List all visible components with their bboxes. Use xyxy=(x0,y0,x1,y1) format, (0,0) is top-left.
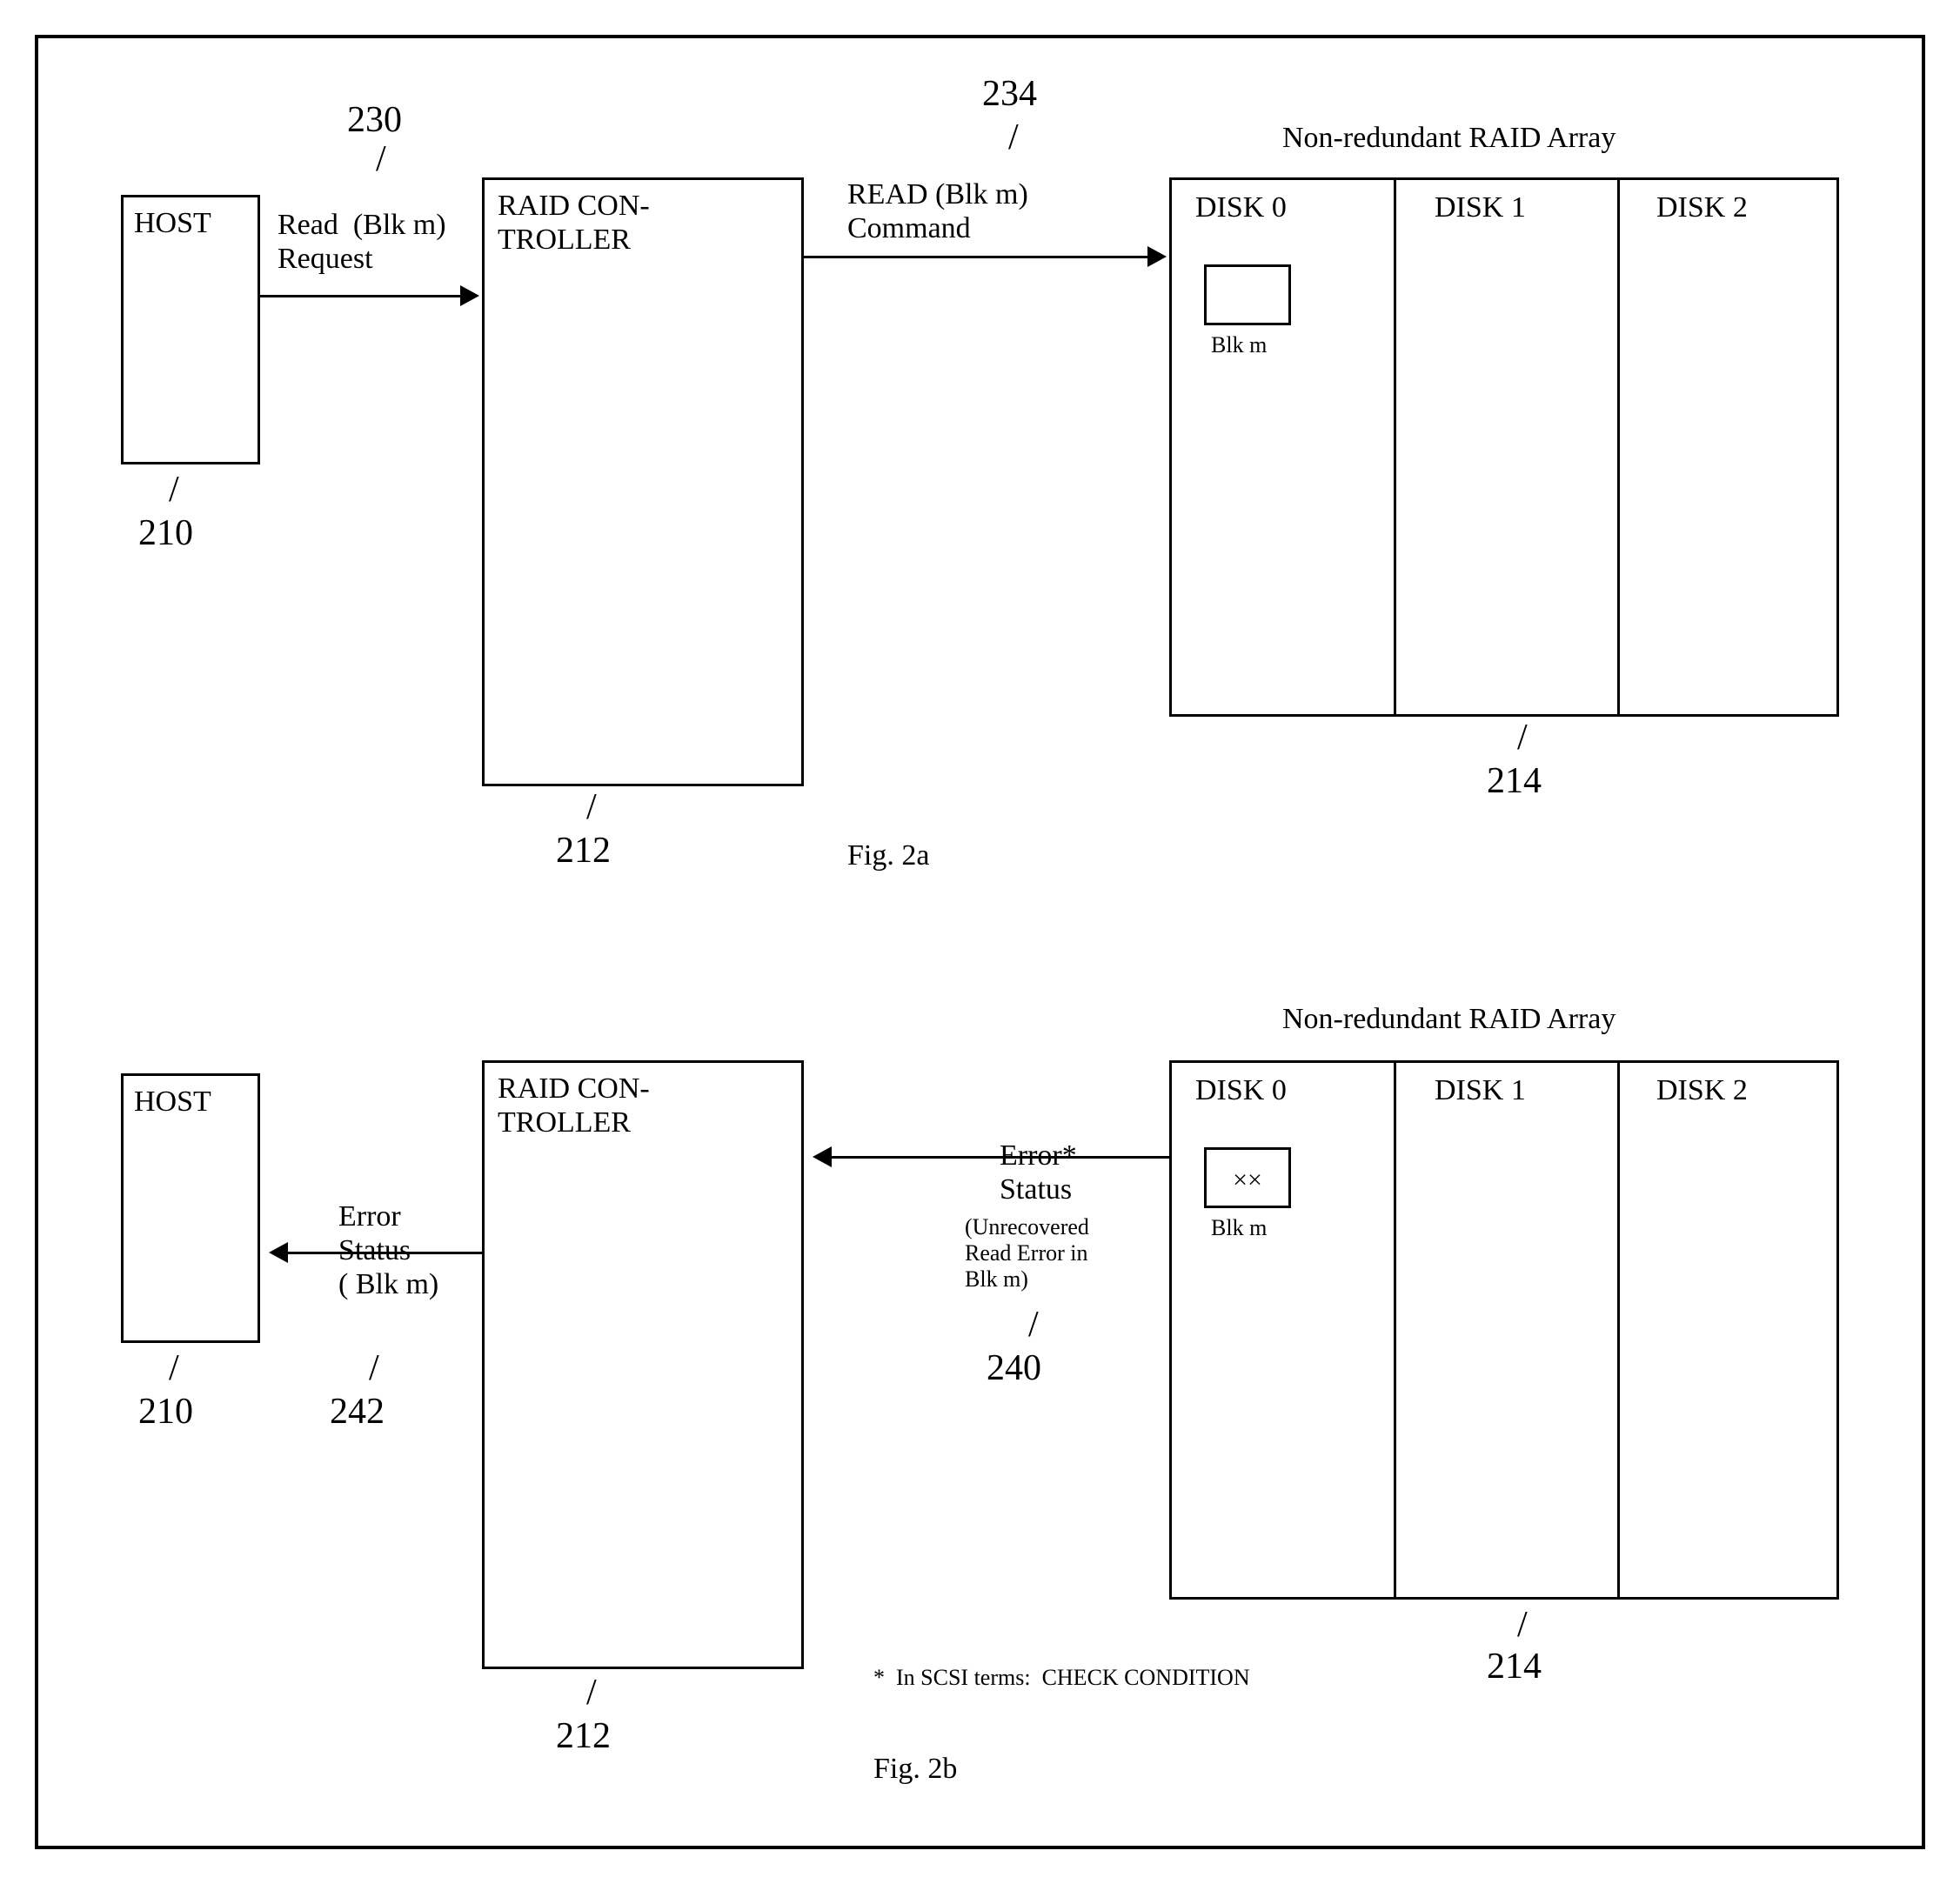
ref-210a: 210 xyxy=(138,512,193,554)
ref-240-tick: / xyxy=(1028,1304,1039,1346)
ref-230: 230 xyxy=(347,99,402,141)
disk2-b: DISK 2 xyxy=(1656,1073,1748,1107)
arrow-ch-label-b: Error Status ( Blk m) xyxy=(338,1199,438,1301)
ref-214a: 214 xyxy=(1487,760,1542,802)
ref-212b: 212 xyxy=(556,1715,611,1757)
ref-210a-tick: / xyxy=(169,469,179,511)
array-title-a: Non-redundant RAID Array xyxy=(1282,121,1615,155)
disk-sep-b-2 xyxy=(1617,1060,1620,1600)
disk-sep-a-1 xyxy=(1394,177,1396,717)
disk1-a: DISK 1 xyxy=(1435,190,1526,224)
ref-212b-tick: / xyxy=(586,1672,597,1714)
controller-label-b: RAID CON- TROLLER xyxy=(498,1072,650,1139)
arrow-ac-sublabel-b: (Unrecovered Read Error in Blk m) xyxy=(965,1214,1089,1293)
diagram-page: 230 / 234 / Non-redundant RAID Array HOS… xyxy=(35,35,1925,1849)
ref-242: 242 xyxy=(330,1391,385,1433)
ref-230-tick: / xyxy=(376,138,386,180)
disk2-a: DISK 2 xyxy=(1656,190,1748,224)
array-box-a xyxy=(1169,177,1839,717)
blk-m-content-b: ×× xyxy=(1207,1166,1288,1196)
blk-m-box-b: ×× xyxy=(1204,1147,1291,1208)
blk-m-box-a xyxy=(1204,264,1291,325)
arrow-ca-a xyxy=(1147,246,1167,267)
ref-210b: 210 xyxy=(138,1391,193,1433)
arrow-ca-label-a: READ (Blk m) Command xyxy=(847,177,1028,245)
arrow-hc-a xyxy=(460,285,479,306)
arrow-ac-label-b: Error* Status xyxy=(1000,1139,1077,1206)
line-ca-a xyxy=(804,256,1152,258)
controller-box-b: RAID CON- TROLLER xyxy=(482,1060,804,1669)
ref-214b: 214 xyxy=(1487,1646,1542,1687)
host-label-a: HOST xyxy=(134,206,211,240)
disk0-b: DISK 0 xyxy=(1195,1073,1287,1107)
host-label-b: HOST xyxy=(134,1085,211,1119)
ref-234: 234 xyxy=(982,73,1037,115)
ref-242-tick: / xyxy=(369,1347,379,1389)
blk-m-label-a: Blk m xyxy=(1211,332,1267,358)
controller-box-a: RAID CON- TROLLER xyxy=(482,177,804,786)
host-box-a: HOST xyxy=(121,195,260,464)
footnote-b: * In SCSI terms: CHECK CONDITION xyxy=(873,1665,1250,1691)
caption-a: Fig. 2a xyxy=(847,838,929,872)
ref-234-tick: / xyxy=(1008,117,1019,158)
caption-b: Fig. 2b xyxy=(873,1752,957,1786)
host-box-b: HOST xyxy=(121,1073,260,1343)
array-title-b: Non-redundant RAID Array xyxy=(1282,1002,1615,1036)
arrow-hc-label-a: Read (Blk m) Request xyxy=(278,208,446,276)
arrow-ac-b xyxy=(813,1146,832,1167)
controller-label-a: RAID CON- TROLLER xyxy=(498,189,650,257)
ref-240: 240 xyxy=(987,1347,1041,1389)
ref-214a-tick: / xyxy=(1517,717,1528,758)
ref-210b-tick: / xyxy=(169,1347,179,1389)
ref-214b-tick: / xyxy=(1517,1604,1528,1646)
arrow-ch-b xyxy=(269,1242,288,1263)
array-box-b xyxy=(1169,1060,1839,1600)
disk-sep-b-1 xyxy=(1394,1060,1396,1600)
ref-212a: 212 xyxy=(556,830,611,872)
disk1-b: DISK 1 xyxy=(1435,1073,1526,1107)
line-hc-a xyxy=(260,295,465,297)
disk0-a: DISK 0 xyxy=(1195,190,1287,224)
disk-sep-a-2 xyxy=(1617,177,1620,717)
ref-212a-tick: / xyxy=(586,786,597,828)
blk-m-label-b: Blk m xyxy=(1211,1215,1267,1241)
